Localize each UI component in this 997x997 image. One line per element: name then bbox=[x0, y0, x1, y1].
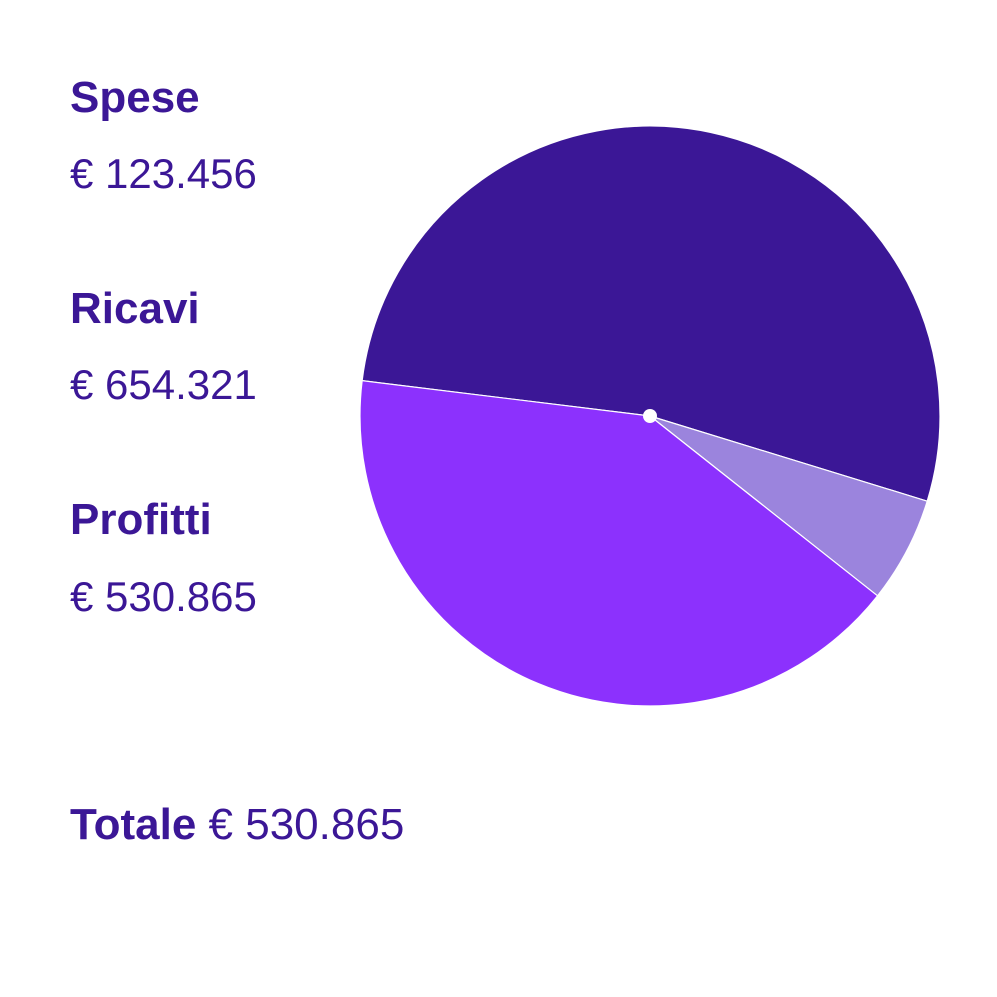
legend-value-ricavi: € 654.321 bbox=[70, 361, 257, 408]
legend-label-profitti: Profitti bbox=[70, 495, 212, 544]
pie-center-dot bbox=[643, 409, 657, 423]
total-label: Totale bbox=[70, 800, 197, 849]
pie-slice-spese bbox=[361, 125, 941, 502]
legend-value-profitti: € 530.865 bbox=[70, 573, 257, 620]
total-value: € 530.865 bbox=[208, 800, 405, 849]
legend-label-spese: Spese bbox=[70, 73, 200, 122]
pie-slice-profitti bbox=[359, 380, 879, 707]
legend-value-spese: € 123.456 bbox=[70, 150, 257, 197]
total: Totale € 530.865 bbox=[70, 803, 404, 847]
legend-label-ricavi: Ricavi bbox=[70, 284, 200, 333]
